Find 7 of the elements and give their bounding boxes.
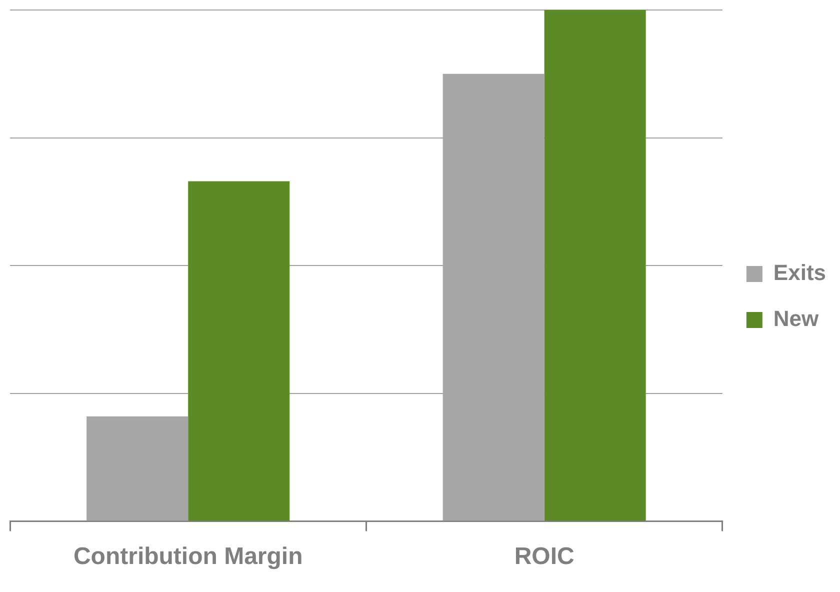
bar — [188, 181, 290, 521]
bar — [544, 10, 646, 521]
bar — [86, 416, 188, 521]
legend-label: New — [773, 306, 820, 332]
x-tick-label: Contribution Margin — [73, 543, 303, 570]
legend-label: Exits — [773, 260, 826, 286]
x-tick-label: ROIC — [514, 543, 574, 570]
